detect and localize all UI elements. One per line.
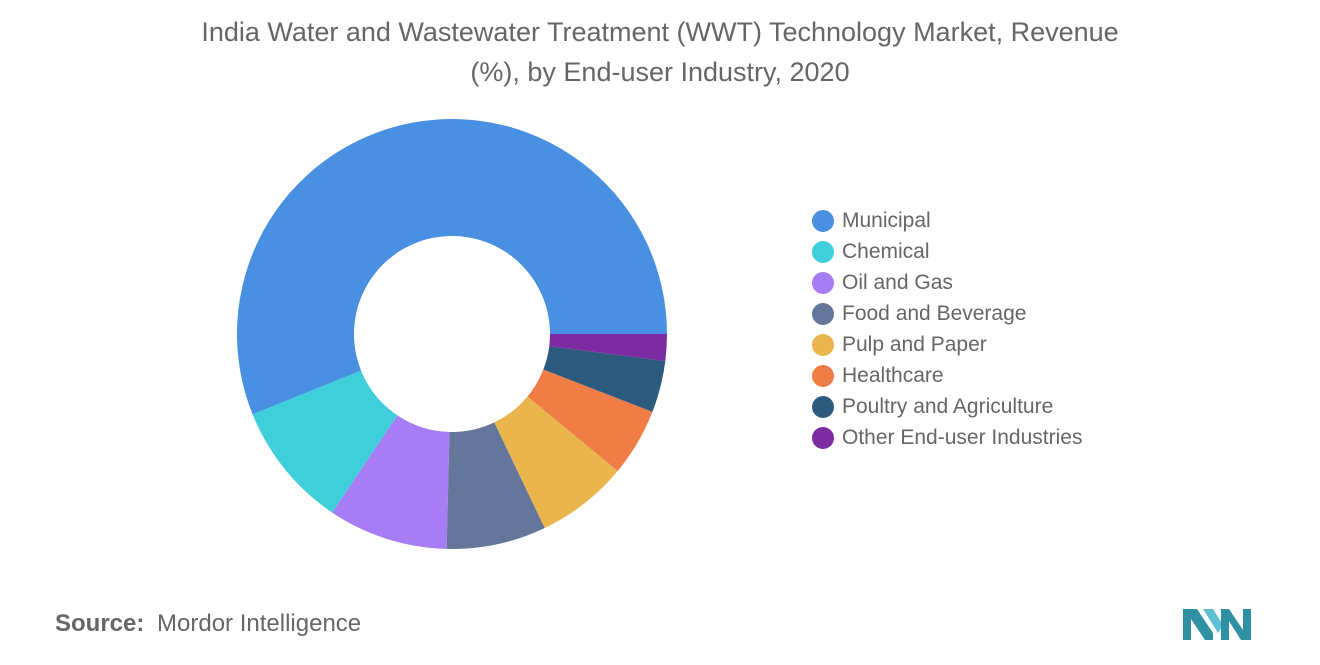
donut-slice-chemical xyxy=(252,370,398,513)
source-value: Mordor Intelligence xyxy=(157,610,362,637)
donut-slice-poultry-and-agriculture xyxy=(543,346,666,412)
legend-label: Healthcare xyxy=(842,363,944,387)
donut-slice-municipal xyxy=(237,119,667,415)
donut-slice-other-end-user-industries xyxy=(549,334,667,361)
legend-label: Other End-user Industries xyxy=(842,425,1083,449)
chart-title: India Water and Wastewater Treatment (WW… xyxy=(80,12,1240,92)
donut-slice-pulp-and-paper xyxy=(494,396,618,528)
legend-item: Municipal xyxy=(812,205,1082,236)
legend-swatch xyxy=(812,426,834,449)
legend-swatch xyxy=(812,209,834,232)
legend-label: Poultry and Agriculture xyxy=(842,394,1054,418)
legend-item: Chemical xyxy=(812,236,1082,267)
donut-slice-healthcare xyxy=(527,369,653,472)
legend-item: Poultry and Agriculture xyxy=(812,391,1082,422)
legend-label: Municipal xyxy=(842,208,931,232)
legend-item: Other End-user Industries xyxy=(812,422,1082,453)
donut-slice-oil-and-gas xyxy=(332,415,450,549)
mordor-intelligence-logo-icon xyxy=(1183,609,1251,640)
chart-legend: Municipal Chemical Oil and Gas Food and Bev… xyxy=(812,205,1082,453)
legend-swatch xyxy=(812,333,834,356)
legend-item: Healthcare xyxy=(812,360,1082,391)
legend-swatch xyxy=(812,302,834,325)
legend-label: Pulp and Paper xyxy=(842,332,987,356)
legend-swatch xyxy=(812,364,834,387)
legend-swatch xyxy=(812,240,834,263)
chart-title-line-1: India Water and Wastewater Treatment (WW… xyxy=(201,17,1119,47)
legend-label: Oil and Gas xyxy=(842,270,953,294)
source-note: Source: Mordor Intelligence xyxy=(55,610,361,638)
legend-swatch xyxy=(812,395,834,418)
legend-swatch xyxy=(812,271,834,294)
legend-item: Pulp and Paper xyxy=(812,329,1082,360)
legend-item: Oil and Gas xyxy=(812,267,1082,298)
source-label: Source: xyxy=(55,610,145,637)
chart-title-line-2: (%), by End-user Industry, 2020 xyxy=(470,57,850,87)
legend-label: Food and Beverage xyxy=(842,301,1027,325)
donut-slice-food-and-beverage xyxy=(446,422,545,550)
legend-label: Chemical xyxy=(842,239,930,263)
legend-item: Food and Beverage xyxy=(812,298,1082,329)
